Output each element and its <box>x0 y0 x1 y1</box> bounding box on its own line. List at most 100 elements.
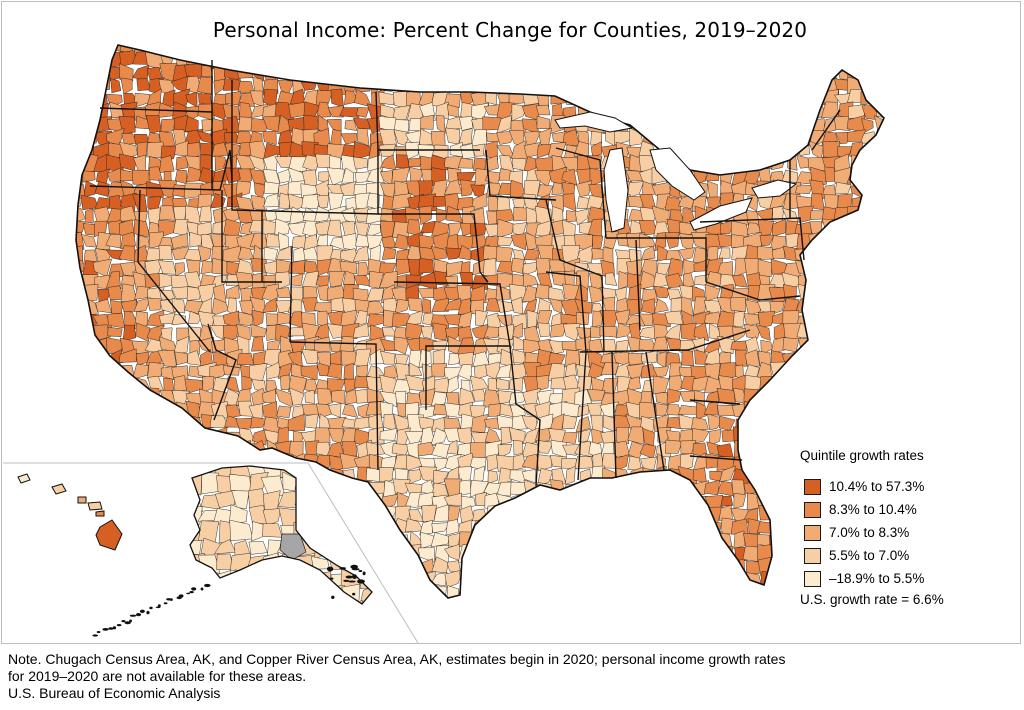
county-cell <box>588 543 606 563</box>
county-cell <box>524 556 540 577</box>
county-cell <box>873 341 884 354</box>
county-cell <box>548 569 568 589</box>
county-cell <box>144 534 162 548</box>
county-cell <box>76 154 84 171</box>
county-cell <box>498 76 514 94</box>
county-cell <box>369 510 384 522</box>
county-cell <box>277 167 292 184</box>
county-cell <box>667 491 680 511</box>
county-cell <box>587 51 603 70</box>
county-cell <box>394 298 410 315</box>
county-cell <box>834 429 852 445</box>
county-cell <box>379 271 398 288</box>
county-cell <box>332 45 344 56</box>
county-cell <box>861 340 880 356</box>
county-cell <box>691 91 708 106</box>
county-cell <box>718 45 735 56</box>
county-cell <box>742 117 763 134</box>
county-cell <box>577 404 590 417</box>
county-cell <box>432 469 449 485</box>
county-cell <box>303 597 320 598</box>
island-shape <box>121 620 126 623</box>
county-cell <box>680 453 694 472</box>
county-cell <box>276 311 291 325</box>
county-cell <box>327 546 343 561</box>
county-cell <box>174 351 188 366</box>
county-cell <box>186 142 200 159</box>
county-cell <box>370 583 381 598</box>
county-cell <box>679 390 695 403</box>
county-cell <box>235 180 251 198</box>
county-cell <box>784 414 799 431</box>
county-cell <box>161 522 172 537</box>
county-cell <box>891 432 904 441</box>
county-cell <box>590 141 603 158</box>
county-cell <box>354 171 370 183</box>
county-cell <box>80 76 96 95</box>
county-cell <box>236 570 255 589</box>
county-cell <box>175 478 190 495</box>
county-cell <box>709 599 721 613</box>
county-cell <box>862 259 879 277</box>
county-cell <box>366 66 385 80</box>
county-cell <box>600 361 620 376</box>
county-cell <box>160 494 173 510</box>
county-cell <box>873 168 884 182</box>
county-cell <box>313 542 329 560</box>
county-cell <box>132 413 152 431</box>
county-cell <box>93 557 110 576</box>
county-cell <box>353 141 372 161</box>
county-cell <box>809 272 827 287</box>
county-cell <box>706 76 721 95</box>
county-cell <box>290 273 304 286</box>
county-cell <box>300 468 321 486</box>
county-cell <box>278 571 295 586</box>
county-cell <box>718 556 734 573</box>
county-cell <box>682 65 696 83</box>
county-cell <box>720 78 735 93</box>
island-shape <box>352 574 357 579</box>
island-shape <box>92 634 99 637</box>
county-cell <box>280 590 300 604</box>
county-cell <box>395 45 410 55</box>
county-cell <box>730 116 747 133</box>
county-cell <box>760 428 776 442</box>
county-cell <box>76 140 85 159</box>
no-data-area <box>279 533 307 561</box>
county-cell <box>106 401 126 421</box>
county-cell <box>497 597 515 598</box>
county-cell <box>872 52 884 68</box>
county-cell <box>666 45 684 57</box>
county-cell <box>691 140 707 157</box>
county-cell <box>76 284 86 300</box>
county-cell <box>590 414 604 432</box>
county-cell <box>536 375 550 391</box>
county-cell <box>692 101 706 122</box>
county-cell <box>886 90 905 107</box>
county-cell <box>357 261 370 277</box>
county-cell <box>886 181 901 195</box>
county-cell <box>470 587 489 598</box>
county-cell <box>743 140 761 157</box>
source-line: U.S. Bureau of Economic Analysis <box>8 685 221 701</box>
county-cell <box>378 556 398 576</box>
county-cell <box>238 586 253 598</box>
county-cell <box>759 466 775 483</box>
county-cell <box>551 530 568 549</box>
county-cell <box>794 350 813 366</box>
county-cell <box>110 78 122 94</box>
county-cell <box>667 257 684 277</box>
county-cell <box>652 76 671 92</box>
county-cell <box>120 192 137 212</box>
county-cell <box>588 532 606 547</box>
county-cell <box>692 62 710 83</box>
county-cell <box>356 106 370 118</box>
county-cell <box>862 323 879 342</box>
county-cell <box>146 66 163 81</box>
county-cell <box>747 582 760 598</box>
county-cell <box>678 45 698 55</box>
county-cell <box>76 531 86 548</box>
hawaii-inset <box>17 473 123 551</box>
county-cell <box>876 231 884 252</box>
county-cell <box>785 427 802 442</box>
